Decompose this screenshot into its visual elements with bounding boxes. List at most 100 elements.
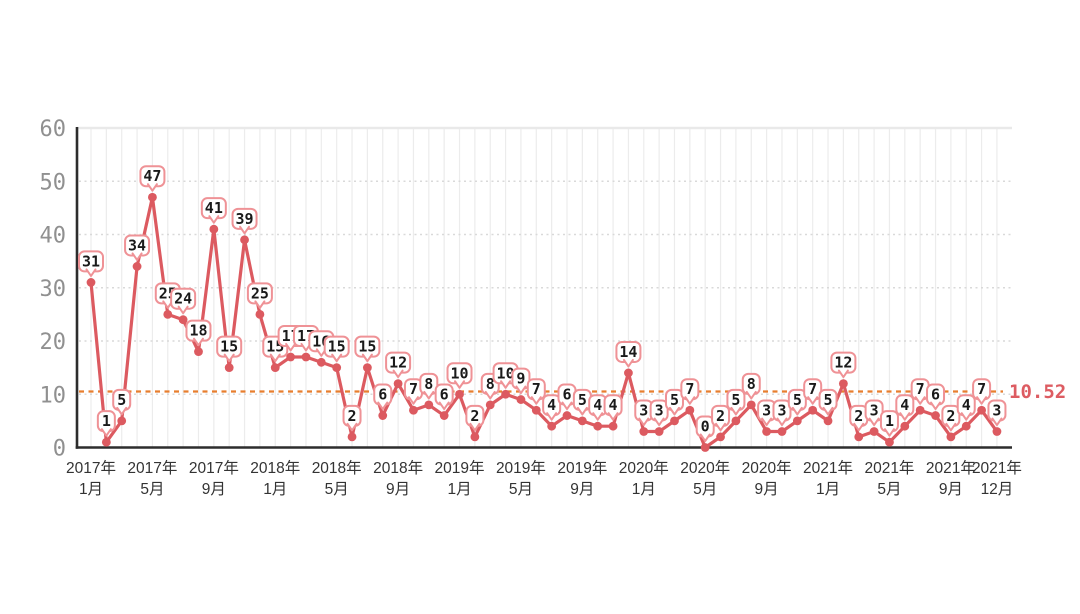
- x-axis-tick-label-year: 2020年: [680, 459, 730, 477]
- data-point: [531, 405, 541, 415]
- data-label-tail: [530, 396, 542, 405]
- data-label-value: 3: [655, 402, 664, 420]
- data-point: [485, 400, 495, 410]
- data-label-tail: [239, 225, 251, 235]
- data-label-value: 8: [747, 375, 756, 393]
- data-label-tail: [192, 337, 204, 347]
- data-label-value: 10: [497, 364, 515, 382]
- x-axis-tick-label-year: 2018年: [250, 459, 300, 477]
- data-label-value: 3: [777, 402, 786, 420]
- data-label-value: 18: [189, 322, 207, 340]
- x-axis-tick-label-year: 2021年: [926, 459, 976, 477]
- data-point: [409, 405, 418, 415]
- data-point: [608, 421, 618, 431]
- x-axis-tick-label-year: 2021年: [864, 459, 914, 477]
- x-axis-tick-label-month: 5月: [140, 481, 164, 498]
- x-axis-tick-label-year: 2019年: [496, 459, 546, 477]
- data-label-value: 39: [236, 210, 254, 228]
- x-axis-tick-label-month: 5月: [509, 481, 533, 498]
- data-label-value: 10: [450, 364, 468, 382]
- data-label-tail: [592, 412, 604, 421]
- data-point: [869, 427, 879, 436]
- data-point: [101, 437, 111, 447]
- x-axis-tick-label-year: 2019年: [435, 459, 485, 477]
- data-point: [977, 405, 986, 415]
- data-point: [86, 278, 96, 287]
- data-point: [670, 416, 679, 426]
- x-axis-tick-label-month: 1月: [263, 481, 287, 498]
- data-point: [992, 427, 1002, 436]
- series-line: [89, 195, 999, 450]
- data-point: [700, 443, 710, 452]
- data-point: [194, 347, 203, 357]
- data-label-tail: [730, 406, 742, 416]
- data-label-tail: [638, 417, 650, 427]
- data-label-value: 3: [992, 402, 1001, 420]
- data-point: [516, 395, 526, 404]
- data-label-value: 12: [389, 354, 407, 372]
- data-label-value: 5: [731, 391, 740, 409]
- data-point: [961, 421, 971, 431]
- data-label-tail: [438, 401, 450, 411]
- data-point: [915, 405, 925, 415]
- data-point: [547, 421, 557, 431]
- data-label-value: 7: [916, 380, 925, 398]
- data-label-value: 0: [701, 418, 710, 436]
- data-label-value: 1: [102, 412, 111, 430]
- data-label-value: 2: [716, 407, 725, 425]
- data-label-tail: [745, 390, 757, 400]
- data-label-value: 2: [854, 407, 863, 425]
- data-point: [731, 416, 741, 426]
- x-axis-tick-label-month: 9月: [755, 481, 779, 498]
- data-point: [685, 405, 695, 415]
- data-point: [148, 192, 157, 202]
- x-axis-tick-label-month: 9月: [386, 481, 410, 498]
- data-label-value: 4: [900, 396, 909, 414]
- x-axis-tick-label-month: 1月: [79, 481, 103, 498]
- data-label-value: 6: [562, 386, 571, 404]
- data-label-tail: [331, 353, 343, 363]
- data-label-value: 12: [834, 354, 852, 372]
- data-label-value: 8: [486, 375, 495, 393]
- data-point: [163, 309, 173, 319]
- data-label-tail: [807, 396, 819, 405]
- data-label-tail: [914, 396, 926, 405]
- data-point: [900, 421, 910, 431]
- data-point: [624, 368, 633, 378]
- data-label-value: 3: [762, 402, 771, 420]
- data-label-tail: [776, 417, 788, 427]
- data-label-tail: [100, 428, 112, 437]
- data-label-value: 3: [870, 402, 879, 420]
- data-label-value: 7: [409, 380, 418, 398]
- data-label-value: 4: [547, 396, 556, 414]
- data-label-tail: [454, 380, 466, 389]
- x-axis-tick-label-month: 1月: [816, 481, 840, 498]
- data-point: [639, 427, 649, 436]
- data-label-tail: [346, 422, 358, 432]
- data-label-tail: [515, 385, 527, 395]
- data-label-tail: [991, 417, 1003, 427]
- data-label-value: 6: [931, 386, 940, 404]
- data-label-tail: [208, 215, 220, 224]
- data-point: [347, 432, 357, 442]
- data-label-tail: [761, 417, 773, 427]
- x-axis-tick-label-year: 2018年: [373, 459, 423, 477]
- data-label-tail: [853, 422, 865, 432]
- data-label-value: 7: [808, 380, 817, 398]
- data-point: [132, 262, 142, 271]
- data-label-value: 14: [619, 343, 637, 361]
- data-point: [470, 432, 480, 442]
- data-label-value: 2: [946, 407, 955, 425]
- x-axis-tick-label-month: 12月: [981, 481, 1014, 498]
- y-axis-tick-label: 0: [53, 437, 66, 462]
- data-point: [224, 363, 234, 373]
- data-label-value: 47: [143, 167, 161, 185]
- data-label-value: 7: [532, 380, 541, 398]
- data-label-value: 34: [128, 236, 146, 254]
- data-point: [332, 363, 342, 373]
- x-axis-tick-label-year: 2019年: [557, 459, 607, 477]
- data-label-value: 1: [885, 412, 894, 430]
- data-label-value: 8: [424, 375, 433, 393]
- x-axis-tick-label-month: 1月: [632, 481, 656, 498]
